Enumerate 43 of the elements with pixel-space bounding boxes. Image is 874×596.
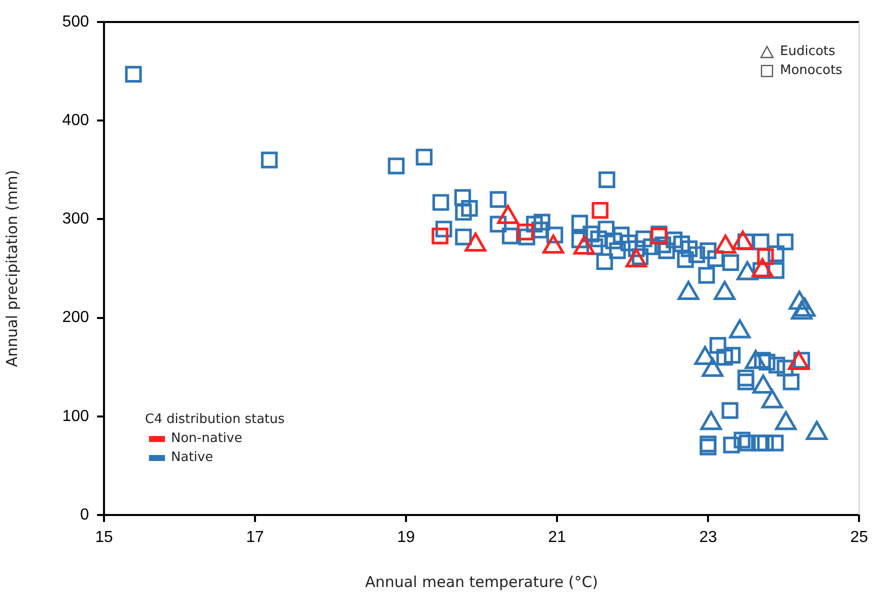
point <box>806 420 828 440</box>
point <box>761 389 784 408</box>
legend-label: Non-native <box>171 430 242 448</box>
legend-title: C4 distribution status <box>145 411 285 429</box>
point <box>702 358 724 377</box>
point <box>714 280 736 300</box>
point <box>497 204 519 224</box>
point <box>714 234 736 254</box>
point <box>542 234 564 254</box>
point <box>694 346 716 366</box>
point <box>744 350 766 369</box>
point <box>788 290 810 310</box>
point <box>700 411 722 430</box>
point <box>794 298 816 317</box>
x-tick-label: 23 <box>699 529 718 546</box>
point <box>732 230 754 250</box>
y-tick-label: 0 <box>80 506 90 524</box>
x-tick-label: 19 <box>397 529 416 546</box>
point <box>728 319 751 338</box>
y-tick-label: 500 <box>62 13 90 30</box>
y-tick-label: 400 <box>62 112 90 130</box>
x-tick-label: 21 <box>548 529 566 546</box>
x-tick-label: 15 <box>95 529 113 546</box>
point <box>678 280 700 300</box>
point <box>788 350 810 370</box>
y-axis-title: Annual precipitation (mm) <box>2 170 21 368</box>
y-tick-label: 200 <box>62 309 90 326</box>
y-tick-label: 300 <box>62 210 90 228</box>
point <box>752 258 774 278</box>
point <box>626 248 648 268</box>
annotation: Monocots <box>780 62 842 80</box>
point <box>464 232 486 252</box>
point <box>736 261 758 280</box>
x-tick-label: 17 <box>246 529 264 546</box>
y-tick-label: 100 <box>62 408 90 425</box>
point <box>573 235 596 255</box>
point <box>752 374 774 394</box>
point <box>775 411 797 430</box>
point <box>790 300 813 320</box>
legend-label: Native <box>171 449 214 467</box>
annotation: Eudicots <box>780 43 836 61</box>
x-axis-title: Annual mean temperature (°C) <box>365 572 598 591</box>
x-tick-label: 25 <box>850 529 868 546</box>
